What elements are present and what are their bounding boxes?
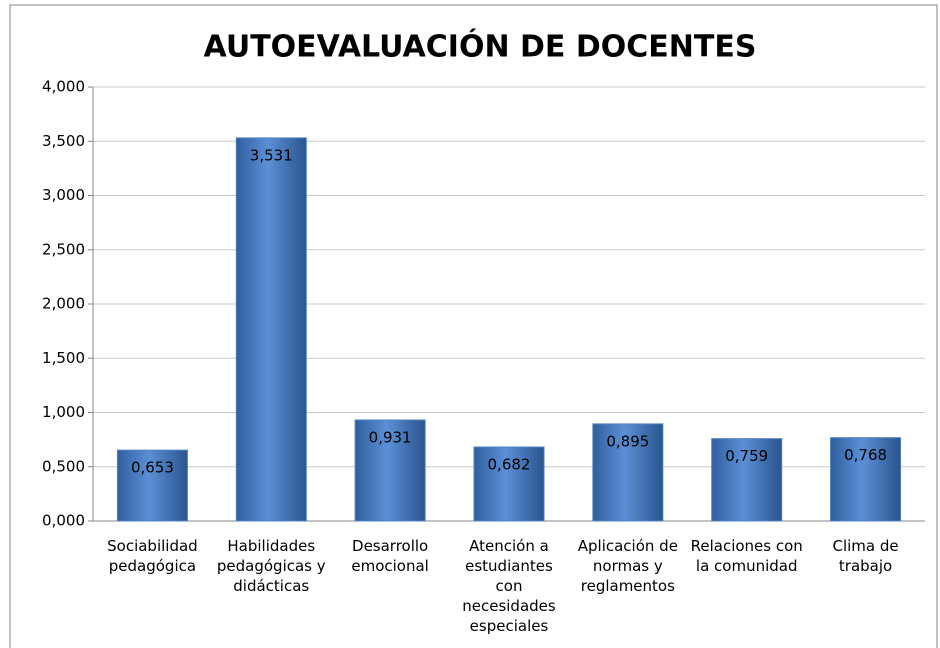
bar (354, 419, 426, 522)
x-tick-label: Relaciones con la comunidad (690, 537, 803, 575)
x-tick-label: Clima de trabajo (832, 537, 899, 575)
x-tick-label: Aplicación de normas y reglamentos (577, 537, 678, 595)
x-tick-label: Sociabilidad pedagógica (107, 537, 198, 575)
y-tick-label: 4,000 (42, 78, 85, 96)
value-label: 0,653 (131, 459, 174, 477)
y-tick-label: 2,000 (42, 295, 85, 313)
x-tick-label: Atención a estudiantes con necesidades e… (462, 537, 556, 635)
value-label: 0,895 (606, 432, 649, 450)
y-tick-label: 0,000 (42, 512, 85, 530)
y-tick-label: 3,500 (42, 132, 85, 150)
y-tick-label: 3,000 (42, 186, 85, 204)
value-label: 3,531 (250, 146, 293, 164)
value-label: 0,931 (369, 428, 412, 446)
value-label: 0,759 (725, 447, 768, 465)
bar (473, 446, 545, 522)
y-tick-label: 0,500 (42, 457, 85, 475)
bar (711, 438, 783, 522)
y-tick-label: 2,500 (42, 240, 85, 258)
y-tick-label: 1,500 (42, 349, 85, 367)
bar (830, 437, 902, 522)
x-tick-label: Desarrollo emocional (351, 537, 429, 575)
chart-frame (9, 4, 938, 648)
bar (116, 449, 188, 522)
value-label: 0,682 (488, 456, 531, 474)
chart-title: AUTOEVALUACIÓN DE DOCENTES (204, 28, 757, 65)
value-label: 0,768 (844, 446, 887, 464)
x-tick-label: Habilidades pedagógicas y didácticas (216, 537, 326, 595)
y-tick-label: 1,000 (42, 403, 85, 421)
bar (592, 423, 664, 522)
bar (235, 137, 307, 522)
